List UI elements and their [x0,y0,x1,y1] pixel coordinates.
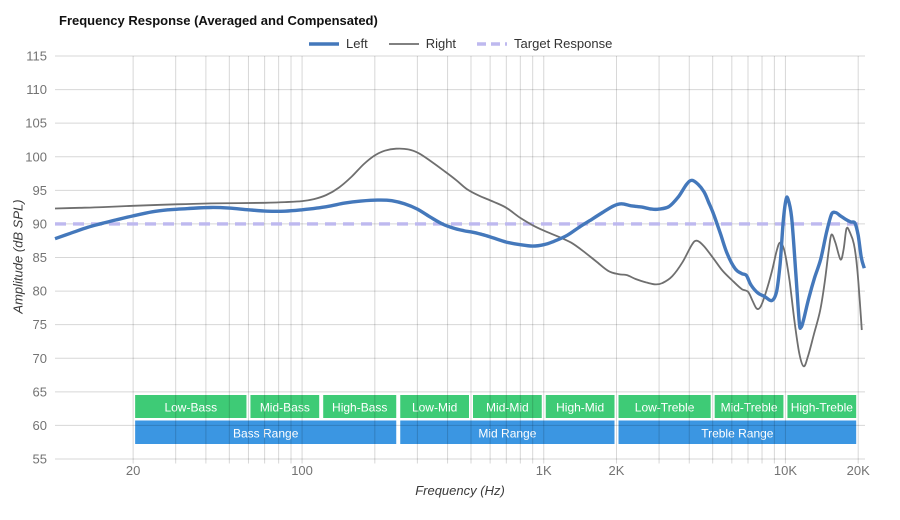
y-axis-label: Amplitude (dB SPL) [10,199,26,314]
y-tick-label: 100 [25,149,47,164]
y-tick-label: 85 [33,250,47,265]
legend: Left Right Target Response [308,36,612,51]
band-label: Mid-Mid [486,401,529,415]
band-high-mid [545,395,615,418]
range-bass-range [135,420,397,444]
x-tick-label: 100 [291,463,313,478]
band-label: Mid-Bass [260,401,310,415]
y-tick-label: 80 [33,284,47,299]
band-mid-treble [714,395,784,418]
right-line-swatch [388,42,419,45]
band-label: High-Mid [556,401,604,415]
band-high-treble [787,395,857,418]
band-mid-mid [472,395,542,418]
legend-label-left: Left [346,36,368,51]
band-label: Low-Mid [412,401,457,415]
band-mid-bass [250,395,320,418]
y-tick-label: 60 [33,418,47,433]
target-dashed-swatch [477,41,508,46]
curve-left [54,178,866,330]
y-tick-label: 95 [33,183,47,198]
range-label: Mid Range [478,426,536,440]
y-tick-label: 115 [26,49,47,64]
band-label: High-Treble [791,401,854,415]
range-label: Treble Range [701,426,774,440]
curve-right [54,147,863,368]
legend-label-target: Target Response [514,36,613,51]
band-label: High-Bass [332,401,387,415]
band-label: Mid-Treble [721,401,778,415]
legend-label-right: Right [425,36,457,51]
band-low-bass [135,395,247,418]
band-label: Low-Bass [164,401,217,415]
band-high-bass [323,395,397,418]
band-low-treble [618,395,711,418]
x-tick-label: 20 [126,463,140,478]
y-tick-label: 75 [33,317,47,332]
y-tick-label: 65 [33,384,47,399]
legend-item-right[interactable]: Right [388,36,456,51]
legend-item-target[interactable]: Target Response [476,36,612,51]
band-low-mid [400,395,469,418]
y-tick-label: 90 [33,216,47,231]
x-tick-label: 20K [847,463,870,478]
range-mid-range [400,420,615,444]
x-tick-label: 10K [774,463,797,478]
x-axis-label: Frequency (Hz) [415,483,505,498]
y-tick-label: 110 [26,82,47,97]
chart-title: Frequency Response (Averaged and Compens… [59,13,378,28]
legend-item-left[interactable]: Left [308,36,368,51]
x-tick-label: 2K [609,463,625,478]
x-tick-label: 1K [536,463,552,478]
range-treble-range [618,420,857,444]
y-tick-label: 105 [25,116,47,131]
y-tick-label: 70 [33,351,47,366]
band-label: Low-Treble [635,401,695,415]
range-label: Bass Range [233,426,299,440]
y-tick-label: 55 [33,452,47,467]
left-line-swatch [309,41,339,46]
